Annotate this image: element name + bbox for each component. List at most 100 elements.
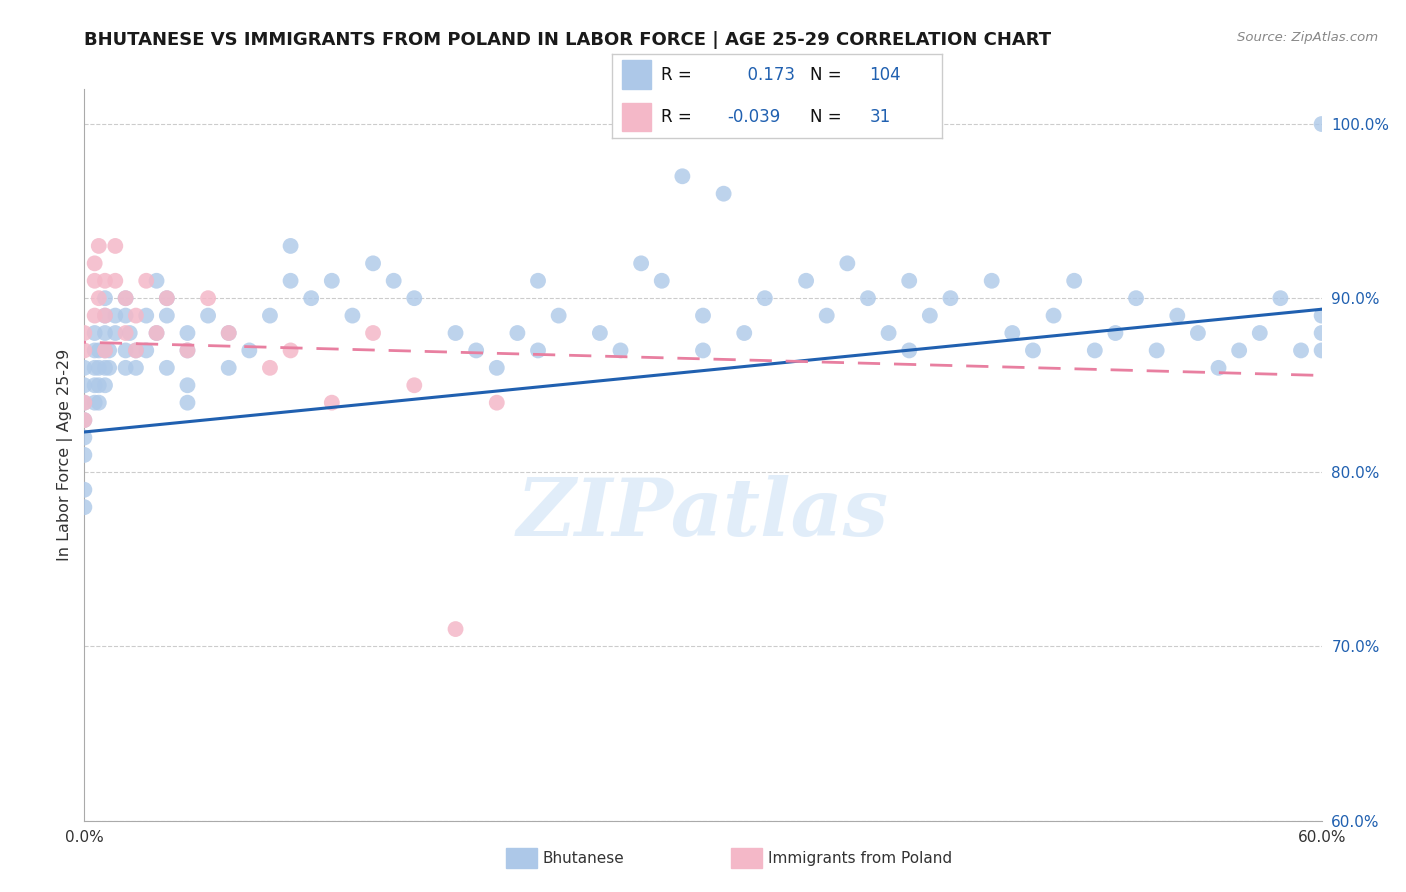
Text: ZIPatlas: ZIPatlas — [517, 475, 889, 552]
Point — [118, 326, 141, 340]
Point — [280, 239, 302, 253]
Point — [527, 274, 550, 288]
Point — [713, 186, 735, 201]
Text: BHUTANESE VS IMMIGRANTS FROM POLAND IN LABOR FORCE | AGE 25-29 CORRELATION CHART: BHUTANESE VS IMMIGRANTS FROM POLAND IN L… — [84, 31, 1052, 49]
Point — [630, 256, 652, 270]
Point — [856, 291, 879, 305]
Point — [145, 326, 167, 340]
Point — [918, 309, 941, 323]
Point — [73, 430, 96, 444]
Point — [83, 360, 105, 375]
Point — [1249, 326, 1271, 340]
Point — [1146, 343, 1168, 358]
Point — [1310, 343, 1333, 358]
Point — [1125, 291, 1147, 305]
Text: R =: R = — [661, 108, 692, 126]
Point — [73, 395, 96, 409]
Point — [259, 309, 281, 323]
Point — [73, 413, 96, 427]
Point — [877, 326, 900, 340]
Point — [898, 274, 921, 288]
Point — [939, 291, 962, 305]
Point — [104, 326, 127, 340]
Point — [73, 448, 96, 462]
Text: N =: N = — [810, 66, 841, 84]
Point — [444, 326, 467, 340]
Point — [145, 326, 167, 340]
Point — [1310, 117, 1333, 131]
Point — [754, 291, 776, 305]
Point — [218, 326, 240, 340]
Point — [1270, 291, 1292, 305]
Point — [794, 274, 817, 288]
Point — [87, 291, 110, 305]
Point — [815, 309, 838, 323]
Point — [218, 326, 240, 340]
Text: Bhutanese: Bhutanese — [543, 851, 624, 865]
Point — [1187, 326, 1209, 340]
Point — [87, 360, 110, 375]
Point — [1042, 309, 1064, 323]
Point — [73, 395, 96, 409]
Point — [87, 395, 110, 409]
Point — [114, 343, 136, 358]
Point — [609, 343, 631, 358]
Point — [156, 309, 179, 323]
Point — [98, 343, 121, 358]
Text: Source: ZipAtlas.com: Source: ZipAtlas.com — [1237, 31, 1378, 45]
Point — [197, 309, 219, 323]
Point — [94, 343, 117, 358]
Point — [125, 343, 148, 358]
Point — [125, 343, 148, 358]
Point — [114, 326, 136, 340]
Point — [94, 360, 117, 375]
Point — [1022, 343, 1045, 358]
Point — [114, 291, 136, 305]
Point — [299, 291, 322, 305]
Point — [94, 326, 117, 340]
Point — [135, 274, 157, 288]
Point — [73, 326, 96, 340]
Point — [176, 326, 198, 340]
Point — [104, 309, 127, 323]
Point — [1166, 309, 1188, 323]
Point — [404, 378, 426, 392]
Point — [321, 274, 343, 288]
Point — [238, 343, 260, 358]
Text: -0.039: -0.039 — [727, 108, 780, 126]
Point — [73, 413, 96, 427]
Point — [1001, 326, 1024, 340]
Point — [733, 326, 755, 340]
Point — [87, 378, 110, 392]
Point — [197, 291, 219, 305]
Point — [94, 309, 117, 323]
Point — [485, 395, 508, 409]
Point — [83, 274, 105, 288]
Point — [176, 343, 198, 358]
Text: Immigrants from Poland: Immigrants from Poland — [768, 851, 952, 865]
Point — [651, 274, 673, 288]
Point — [176, 343, 198, 358]
Point — [506, 326, 529, 340]
Point — [176, 378, 198, 392]
Point — [104, 274, 127, 288]
Point — [83, 343, 105, 358]
Point — [87, 343, 110, 358]
Point — [125, 360, 148, 375]
Point — [145, 274, 167, 288]
Point — [73, 360, 96, 375]
Point — [156, 360, 179, 375]
Point — [94, 343, 117, 358]
Point — [87, 239, 110, 253]
Point — [83, 309, 105, 323]
Point — [547, 309, 569, 323]
Point — [156, 291, 179, 305]
Point — [73, 483, 96, 497]
Text: 31: 31 — [869, 108, 890, 126]
Point — [321, 395, 343, 409]
Point — [280, 274, 302, 288]
Point — [692, 343, 714, 358]
Point — [671, 169, 693, 184]
Y-axis label: In Labor Force | Age 25-29: In Labor Force | Age 25-29 — [58, 349, 73, 561]
Bar — [621, 61, 651, 89]
